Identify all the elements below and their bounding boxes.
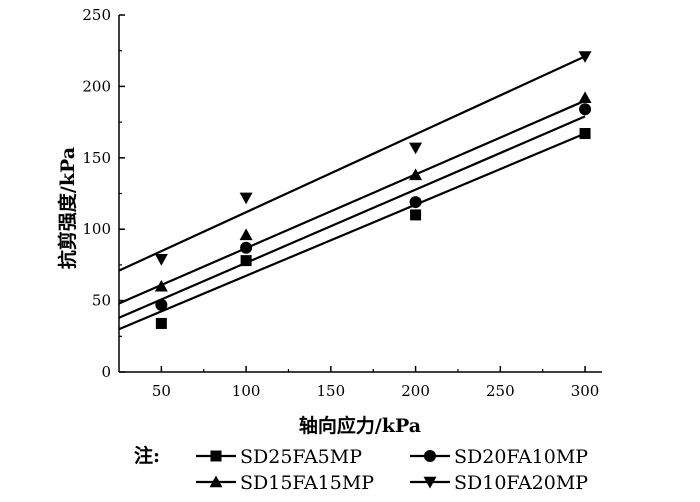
y-tick-label: 250 (82, 6, 111, 24)
fit-line-sd15fa15mp (118, 99, 586, 305)
point-sd10fa20mp (154, 253, 168, 266)
y-tick-label: 100 (82, 220, 111, 238)
legend: SD25FA5MP SD20FA10MP SD15FA15MP SD10FA20MP (196, 446, 588, 494)
y-tick-label: 150 (82, 149, 111, 167)
x-tick-label: 100 (232, 382, 261, 400)
y-tick-label: 50 (92, 292, 111, 310)
legend-label: SD25FA5MP (240, 446, 362, 468)
legend-label: SD15FA15MP (240, 472, 374, 494)
x-tick-label: 200 (401, 382, 430, 400)
point-sd25fa5mp (155, 317, 167, 329)
legend-marker (210, 450, 222, 462)
point-sd15fa15mp (154, 279, 168, 292)
point-sd20fa10mp (240, 241, 253, 254)
point-sd20fa10mp (409, 196, 422, 209)
legend-marker (424, 450, 436, 462)
x-tick-label: 300 (571, 382, 600, 400)
x-tick-label: 50 (152, 382, 171, 400)
legend-marker (423, 476, 437, 489)
y-axis-ticks: 0 50 100 150 200 250 (82, 6, 125, 381)
axes (118, 15, 602, 373)
point-sd15fa15mp (409, 168, 423, 181)
point-sd20fa10mp (579, 103, 592, 116)
y-axis-label: 抗剪强度/kPa (56, 147, 79, 269)
point-sd10fa20mp (578, 51, 592, 63)
legend-marker (209, 475, 223, 488)
y-tick-label: 0 (101, 363, 111, 381)
point-sd15fa15mp (239, 228, 253, 241)
x-tick-label: 250 (486, 382, 515, 400)
point-sd15fa15mp (578, 91, 592, 104)
fit-lines (118, 55, 586, 331)
point-sd25fa5mp (579, 128, 591, 140)
point-sd25fa5mp (240, 255, 252, 267)
point-sd20fa10mp (155, 298, 168, 311)
x-axis-ticks: 50 100 150 200 250 300 (152, 366, 600, 400)
fit-line-sd25fa5mp (118, 132, 586, 331)
legend-label: SD10FA20MP (454, 472, 588, 494)
fit-line-sd20fa10mp (118, 115, 586, 319)
legend-label: SD20FA10MP (454, 446, 588, 468)
y-tick-label: 200 (82, 77, 111, 95)
data-points (154, 51, 592, 329)
point-sd10fa20mp (239, 192, 253, 205)
legend-note: 注: (134, 444, 160, 467)
x-axis-label: 轴向应力/kPa (299, 414, 421, 437)
point-sd10fa20mp (409, 142, 423, 155)
fit-line-sd10fa20mp (118, 55, 586, 272)
point-sd25fa5mp (410, 209, 422, 221)
x-tick-label: 150 (317, 382, 346, 400)
